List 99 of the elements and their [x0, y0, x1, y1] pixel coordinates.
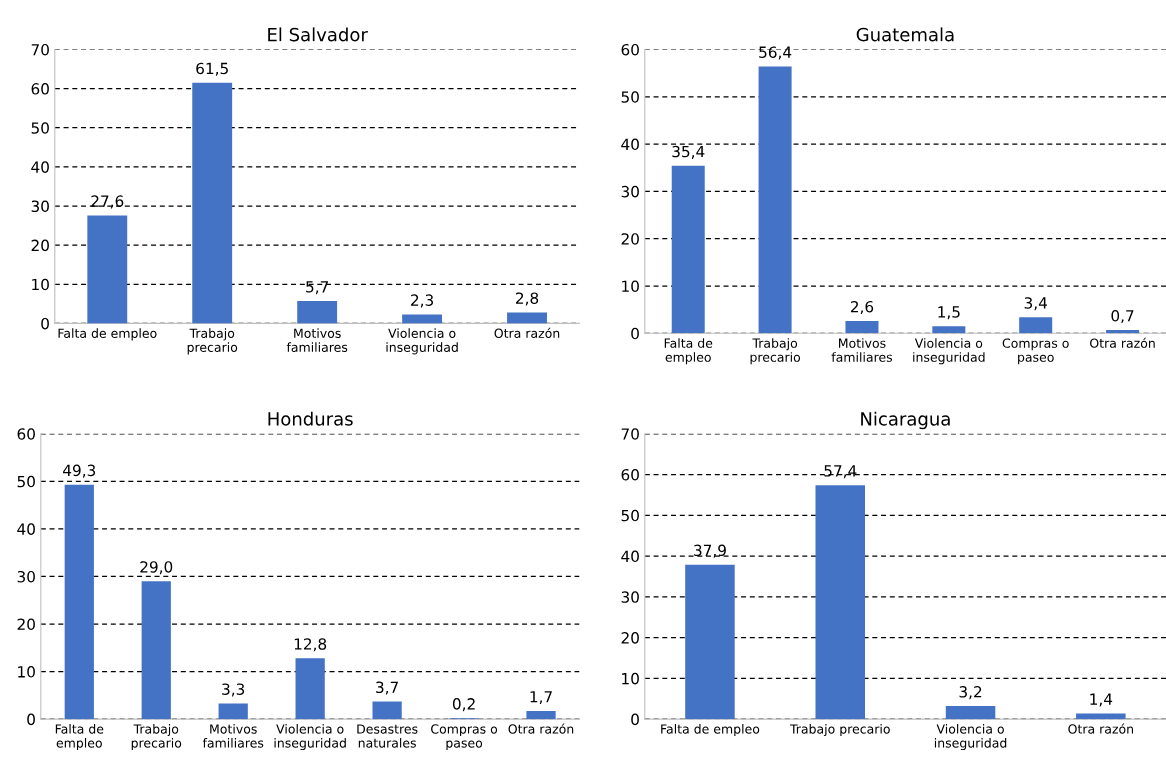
bar — [1076, 713, 1126, 720]
data-label: 49,3 — [63, 464, 96, 478]
x-tick-label: Desastres naturales — [357, 724, 418, 748]
x-tick-label: Violencia o inseguridad — [934, 724, 1007, 751]
data-label: 2,3 — [411, 294, 434, 308]
bar — [87, 215, 128, 324]
bar — [845, 321, 879, 334]
x-tick-label: Violencia o inseguridad — [274, 724, 346, 751]
data-label: 1,4 — [1090, 693, 1113, 707]
y-tick-label: 10 — [18, 666, 35, 678]
data-label: 56,4 — [759, 46, 792, 60]
x-tick-label: Trabajo precario — [131, 724, 182, 751]
bar — [141, 581, 171, 720]
data-label: 29,0 — [140, 561, 173, 575]
data-label: 3,3 — [222, 683, 245, 697]
x-tick-label: Compras o paseo — [431, 724, 498, 751]
bar — [945, 706, 996, 720]
data-label: 1,7 — [530, 691, 552, 705]
data-label: 35,4 — [672, 145, 705, 159]
data-label: 3,2 — [959, 686, 982, 700]
y-tick-label: 60 — [621, 43, 639, 56]
y-tick-label: 20 — [31, 239, 49, 252]
data-label: 0,7 — [1111, 309, 1134, 324]
y-tick-label: 40 — [17, 523, 35, 535]
bar — [685, 564, 735, 720]
x-tick-label: Otra razón — [1090, 337, 1155, 348]
y-tick-label: 20 — [621, 233, 639, 245]
x-tick-label: Otra razón — [508, 723, 574, 734]
data-label: 2,8 — [516, 292, 539, 306]
y-tick-label: 60 — [31, 83, 49, 95]
data-label: 37,9 — [694, 544, 726, 558]
bar — [402, 314, 443, 324]
x-tick-label: Otra razón — [494, 327, 560, 338]
bar — [218, 703, 248, 720]
bar — [507, 312, 547, 324]
chart-title: El Salvador — [268, 27, 368, 42]
x-tick-label: Compras o paseo — [1002, 338, 1069, 365]
data-label: 3,7 — [376, 681, 398, 695]
x-tick-label: Violencia o inseguridad — [913, 338, 985, 365]
x-tick-label: Motivos familiares — [286, 328, 348, 352]
x-tick-label: Otra razón — [1068, 723, 1134, 734]
bar — [1019, 317, 1053, 334]
bar — [1106, 330, 1140, 334]
bar — [372, 701, 402, 720]
y-tick-label: 0 — [631, 713, 639, 726]
chart-title: Honduras — [268, 411, 353, 426]
chart-title: Guatemala — [856, 27, 954, 42]
y-tick-label: 70 — [621, 428, 639, 440]
y-tick-label: 50 — [17, 475, 35, 488]
y-tick-label: 30 — [31, 200, 49, 213]
x-tick-label: Motivos familiares — [831, 338, 893, 362]
data-label: 3,4 — [1024, 297, 1047, 311]
y-tick-label: 50 — [31, 122, 49, 134]
y-tick-label: 40 — [621, 550, 639, 563]
y-tick-label: 20 — [621, 632, 639, 644]
y-tick-label: 40 — [31, 161, 49, 173]
y-tick-label: 30 — [621, 591, 639, 603]
bar — [297, 301, 338, 324]
bar — [64, 484, 94, 720]
y-tick-label: 60 — [17, 428, 35, 440]
y-tick-label: 0 — [631, 327, 639, 340]
x-tick-label: Falta de empleo — [55, 724, 104, 751]
data-label: 2,6 — [850, 300, 874, 315]
data-label: 57,4 — [824, 465, 857, 479]
y-tick-label: 20 — [17, 618, 35, 631]
bar — [932, 326, 966, 334]
y-tick-label: 10 — [622, 280, 639, 293]
y-tick-label: 30 — [621, 185, 639, 198]
data-label: 5,7 — [306, 281, 328, 295]
y-tick-label: 60 — [621, 469, 639, 481]
y-tick-label: 50 — [621, 509, 639, 522]
data-label: 0,2 — [452, 698, 475, 712]
x-tick-label: Falta de empleo — [664, 338, 713, 365]
y-tick-label: 40 — [621, 138, 639, 151]
data-label: 1,5 — [938, 306, 960, 320]
x-tick-label: Falta de empleo — [58, 328, 157, 341]
y-tick-label: 0 — [27, 713, 35, 726]
bar — [815, 485, 866, 720]
x-tick-label: Violencia o inseguridad — [386, 328, 458, 355]
bar — [192, 82, 233, 324]
data-label: 12,8 — [294, 638, 327, 652]
chart-title: Nicaragua — [861, 411, 950, 430]
bar — [758, 66, 792, 334]
x-tick-label: Motivos familiares — [202, 724, 264, 748]
x-tick-label: Trabajo precario — [187, 328, 238, 355]
y-tick-label: 30 — [17, 570, 35, 583]
y-tick-label: 50 — [621, 91, 639, 103]
y-tick-label: 10 — [622, 672, 639, 685]
y-tick-label: 70 — [31, 43, 49, 56]
bar — [671, 165, 705, 334]
data-label: 61,5 — [196, 62, 228, 76]
bar — [295, 658, 325, 720]
y-tick-label: 0 — [41, 317, 49, 330]
y-tick-label: 10 — [32, 278, 49, 291]
x-tick-label: Trabajo precario — [750, 338, 801, 365]
x-tick-label: Falta de empleo — [661, 724, 760, 737]
x-tick-label: Trabajo precario — [789, 724, 890, 737]
data-label: 27,6 — [91, 195, 124, 209]
bar — [526, 711, 556, 720]
